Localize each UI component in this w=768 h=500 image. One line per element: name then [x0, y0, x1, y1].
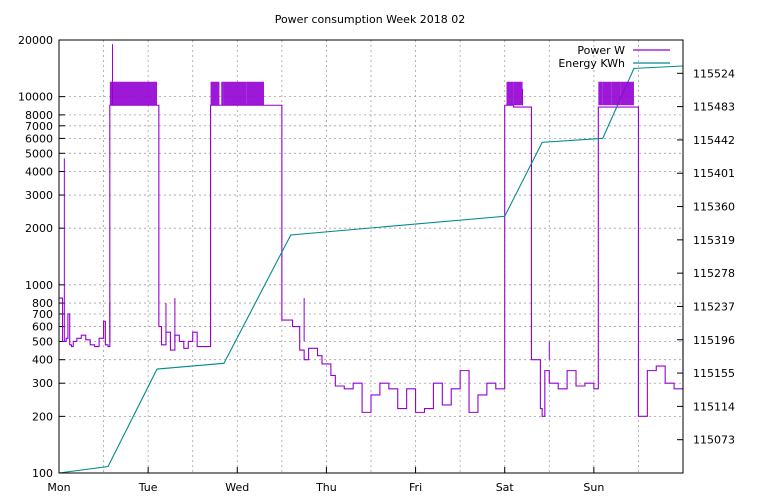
power-high-band: [112, 81, 158, 106]
y-left-tick-label: 20000: [18, 34, 53, 47]
power-high-band: [246, 81, 265, 106]
y-left-tick-label: 600: [32, 321, 53, 334]
series-line-1: [59, 104, 684, 417]
y-left-tick-label: 400: [32, 354, 53, 367]
series-group: [58, 44, 684, 474]
y-right-tick-label: 115155: [693, 367, 735, 380]
y-left-tick-label: 6000: [25, 132, 53, 145]
y-right-tick-label: 115319: [693, 234, 735, 247]
power-high-band: [215, 81, 220, 106]
y-left-tick-label: 300: [32, 377, 53, 390]
y-left-tick-label: 7000: [25, 120, 53, 133]
power-high-band: [513, 81, 523, 106]
power-high-band: [210, 81, 215, 106]
y-right-tick-label: 115401: [693, 167, 735, 180]
legend-label: Energy KWh: [558, 57, 625, 70]
power-high-band: [221, 81, 224, 106]
y-left-tick-label: 5000: [25, 147, 53, 160]
x-tick-label: Sun: [583, 481, 604, 494]
power-high-band: [109, 81, 113, 106]
power-high-band: [602, 81, 612, 106]
y-left-tick-label: 10000: [18, 91, 53, 104]
y-left-tick-label: 500: [32, 335, 53, 348]
legend-label: Power W: [577, 44, 625, 57]
y-left-tick-label: 100: [32, 467, 53, 480]
y-left-tick-label: 2000: [25, 222, 53, 235]
y-axis-right: 115073 115114 115155 115196 115237 115278 1153…: [677, 67, 735, 447]
y-right-tick-label: 115524: [693, 67, 735, 80]
y-left-tick-label: 200: [32, 410, 53, 423]
y-right-tick-label: 115360: [693, 201, 735, 214]
power-high-band: [611, 81, 621, 106]
x-axis: Mon Tue Wed Thu Fri Sat Sun: [47, 467, 604, 494]
y-right-tick-label: 115073: [693, 434, 735, 447]
y-left-tick-label: 8000: [25, 109, 53, 122]
y-right-tick-label: 115442: [693, 134, 735, 147]
power-high-band: [620, 81, 634, 106]
y-right-tick-label: 115278: [693, 267, 735, 280]
plot-frame: [58, 39, 684, 474]
y-left-tick-label: 800: [32, 297, 53, 310]
x-tick-label: Sat: [496, 481, 515, 494]
power-high-band: [598, 81, 603, 106]
x-tick-label: Fri: [409, 481, 422, 494]
y-left-tick-label: 3000: [25, 189, 53, 202]
y-left-tick-label: 1000: [25, 279, 53, 292]
y-right-tick-label: 115237: [693, 300, 735, 313]
x-tick-label: Mon: [47, 481, 70, 494]
chart-title: Power consumption Week 2018 02: [275, 13, 466, 26]
x-tick-label: Thu: [315, 481, 337, 494]
y-left-tick-label: 700: [32, 308, 53, 321]
power-high-band: [506, 81, 514, 106]
x-tick-label: Wed: [225, 481, 249, 494]
x-tick-label: Tue: [138, 481, 158, 494]
y-right-tick-label: 115196: [693, 334, 735, 347]
y-right-tick-label: 115483: [693, 101, 735, 114]
y-left-tick-label: 4000: [25, 166, 53, 179]
power-high-band: [223, 81, 247, 106]
y-right-tick-label: 115114: [693, 400, 735, 413]
